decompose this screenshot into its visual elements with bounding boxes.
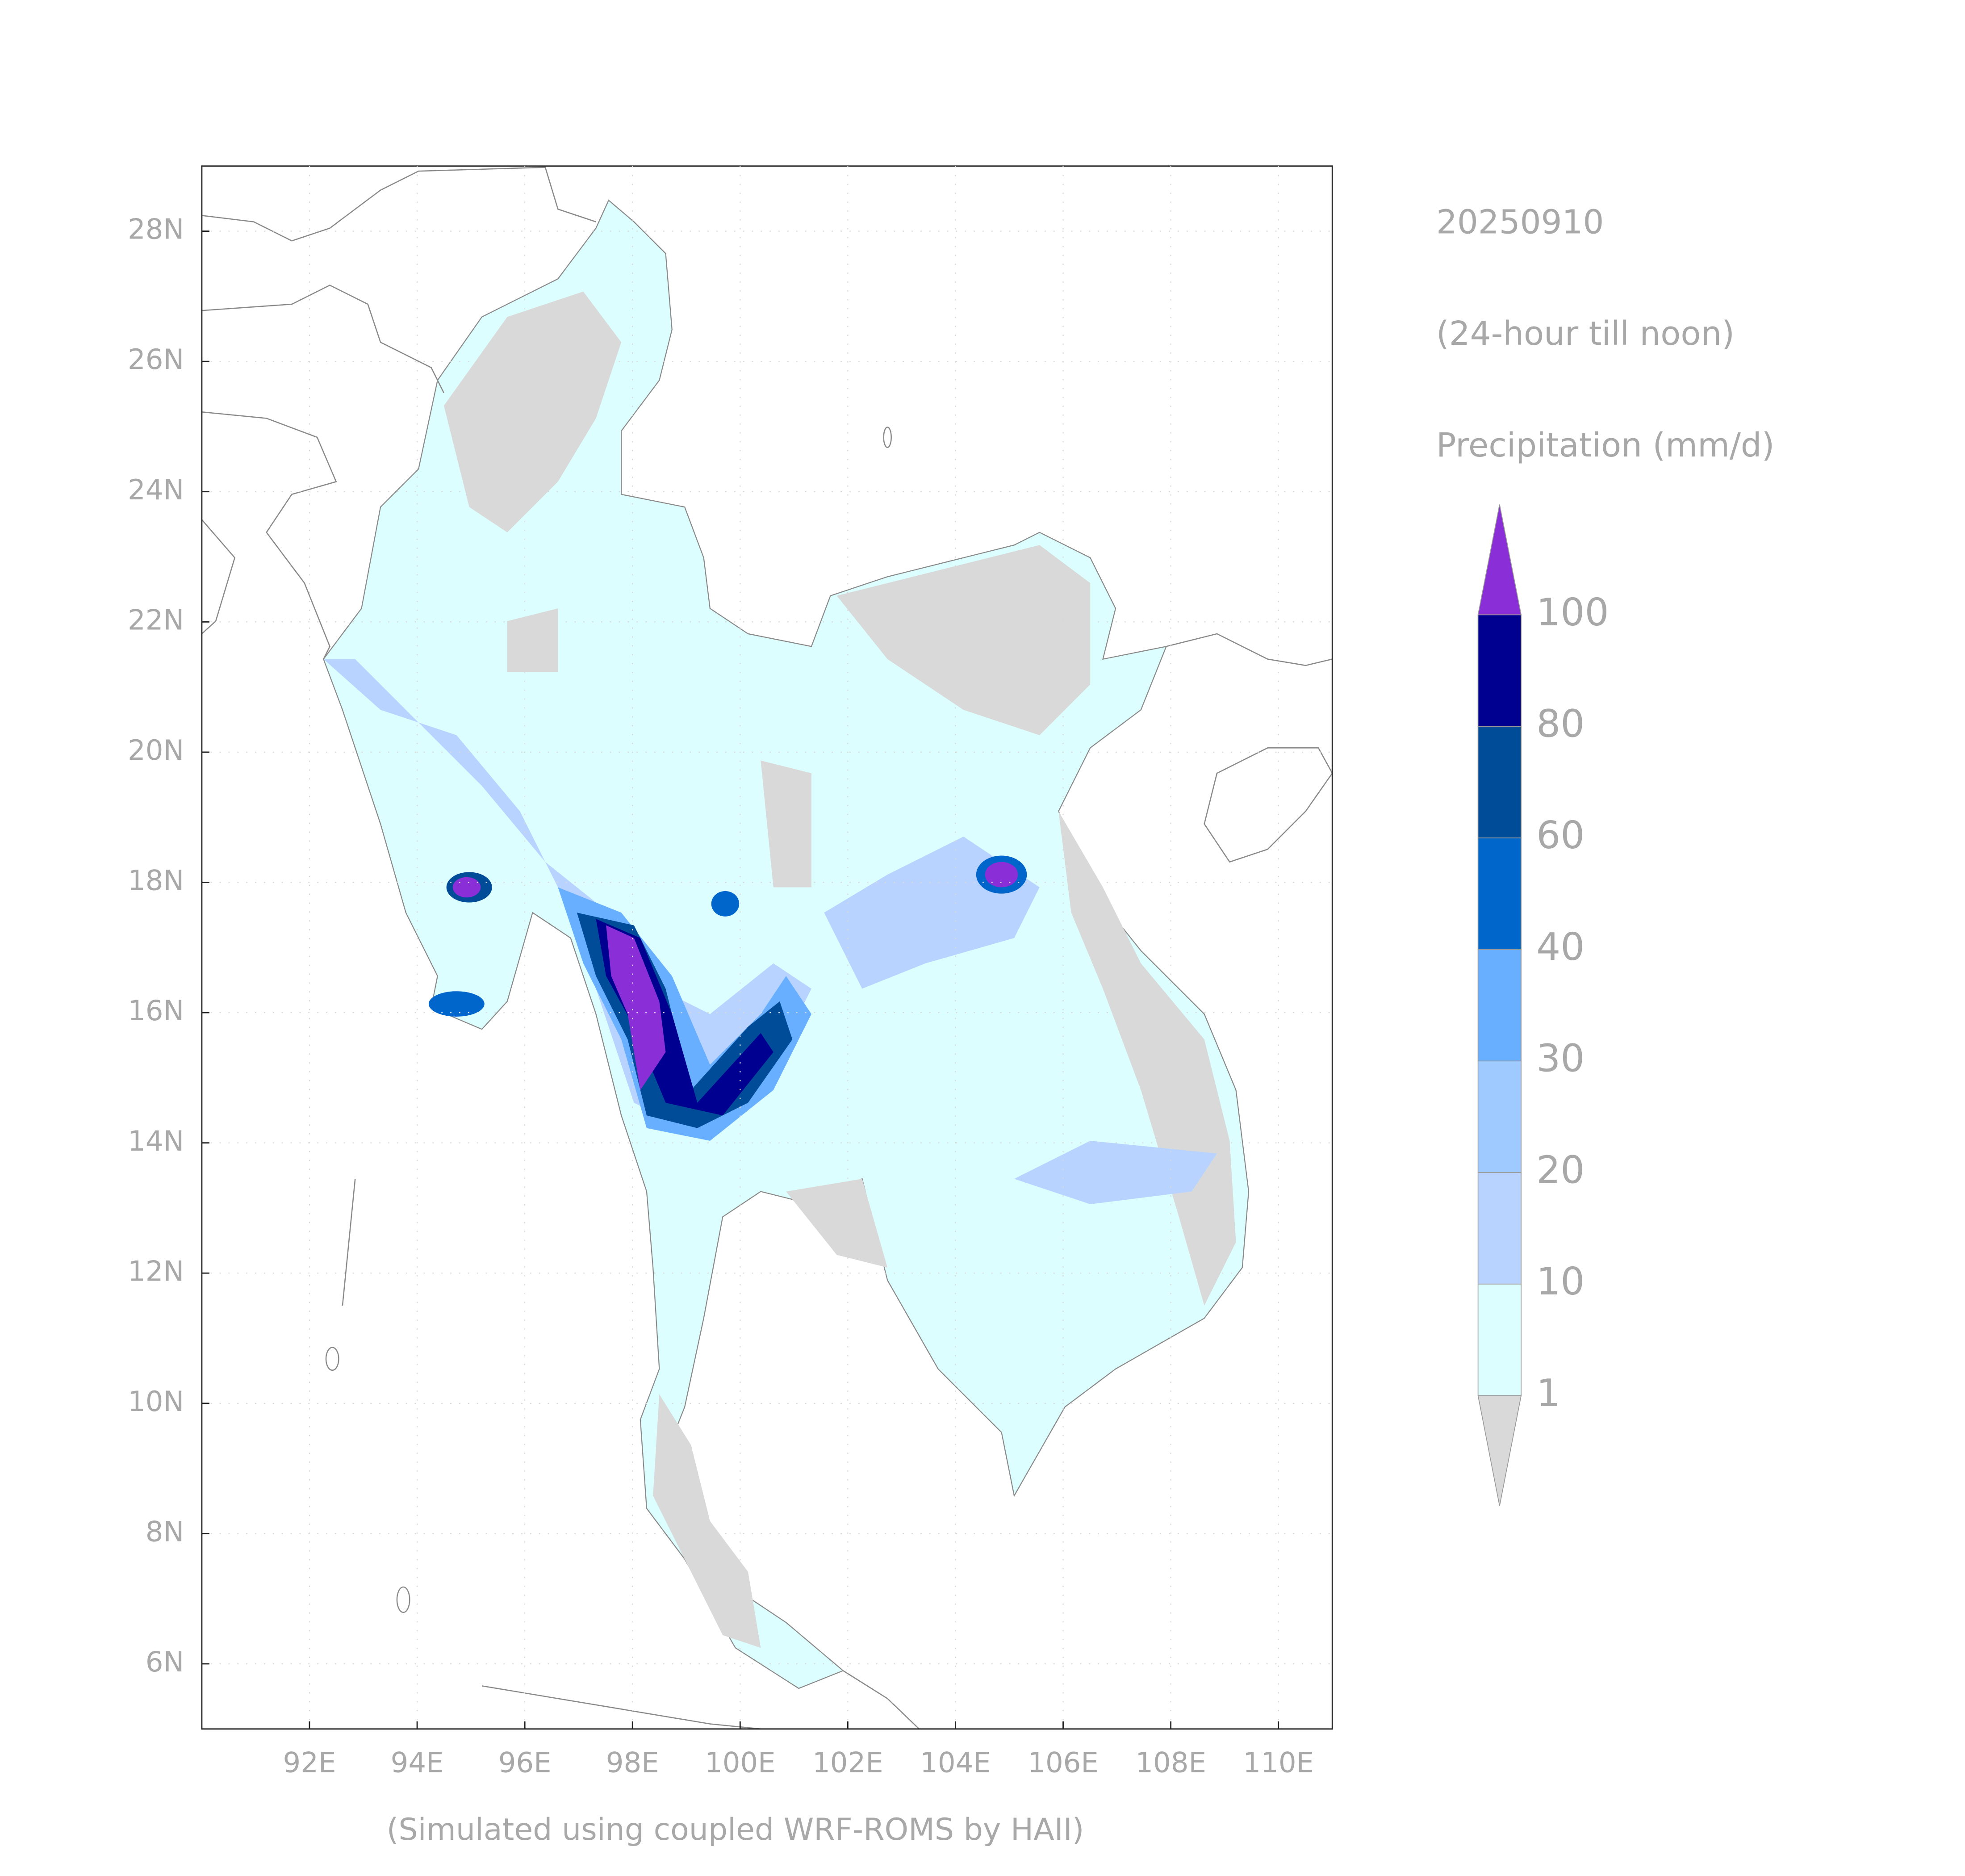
date-label: 20250910 — [1436, 203, 1604, 241]
legend-over-triangle — [1477, 504, 1522, 616]
footer-note: (Simulated using coupled WRF-ROMS by HAI… — [387, 1812, 1084, 1847]
x-tick-label: 100E — [705, 1746, 776, 1779]
legend-box — [1477, 837, 1522, 950]
x-tick-label: 110E — [1243, 1746, 1314, 1779]
legend-label: 80 — [1536, 702, 1585, 746]
x-tick-label: 108E — [1135, 1746, 1206, 1779]
legend-label: 10 — [1536, 1260, 1585, 1304]
x-tick-label: 98E — [606, 1746, 659, 1779]
y-tick-label: 12N — [128, 1255, 184, 1287]
legend-box — [1477, 949, 1522, 1062]
coastlines — [201, 167, 1333, 1730]
y-tick-label: 18N — [128, 864, 184, 897]
legend-label: 1 — [1536, 1371, 1560, 1415]
y-tick-label: 6N — [146, 1646, 184, 1678]
legend-box — [1477, 1060, 1522, 1173]
variable-label: Precipitation (mm/d) — [1436, 427, 1774, 465]
y-tick-label: 16N — [128, 994, 184, 1027]
y-tick-label: 10N — [128, 1385, 184, 1418]
legend-label: 30 — [1536, 1037, 1585, 1081]
y-tick-label: 26N — [128, 343, 184, 376]
map-area — [201, 167, 1333, 1730]
legend-label: 60 — [1536, 813, 1585, 858]
legend-box — [1477, 726, 1522, 838]
x-tick-label: 94E — [391, 1746, 444, 1779]
y-tick-label: 8N — [146, 1516, 184, 1548]
y-tick-label: 14N — [128, 1125, 184, 1157]
legend-box — [1477, 614, 1522, 727]
y-tick-label: 22N — [128, 603, 184, 636]
legend-label: 100 — [1536, 590, 1609, 635]
legend-label: 40 — [1536, 925, 1585, 969]
x-tick-label: 102E — [812, 1746, 883, 1779]
y-tick-label: 20N — [128, 734, 184, 766]
x-tick-label: 106E — [1028, 1746, 1099, 1779]
legend-box — [1477, 1283, 1522, 1396]
legend-label: 20 — [1536, 1148, 1585, 1192]
map-frame — [201, 165, 1333, 1730]
y-tick-label: 28N — [128, 213, 184, 246]
x-tick-label: 92E — [283, 1746, 336, 1779]
x-tick-label: 104E — [920, 1746, 991, 1779]
period-label: (24-hour till noon) — [1436, 315, 1735, 353]
y-tick-label: 24N — [128, 473, 184, 506]
x-tick-label: 96E — [498, 1746, 552, 1779]
legend-box — [1477, 1172, 1522, 1285]
rain-zones — [323, 659, 1217, 1204]
